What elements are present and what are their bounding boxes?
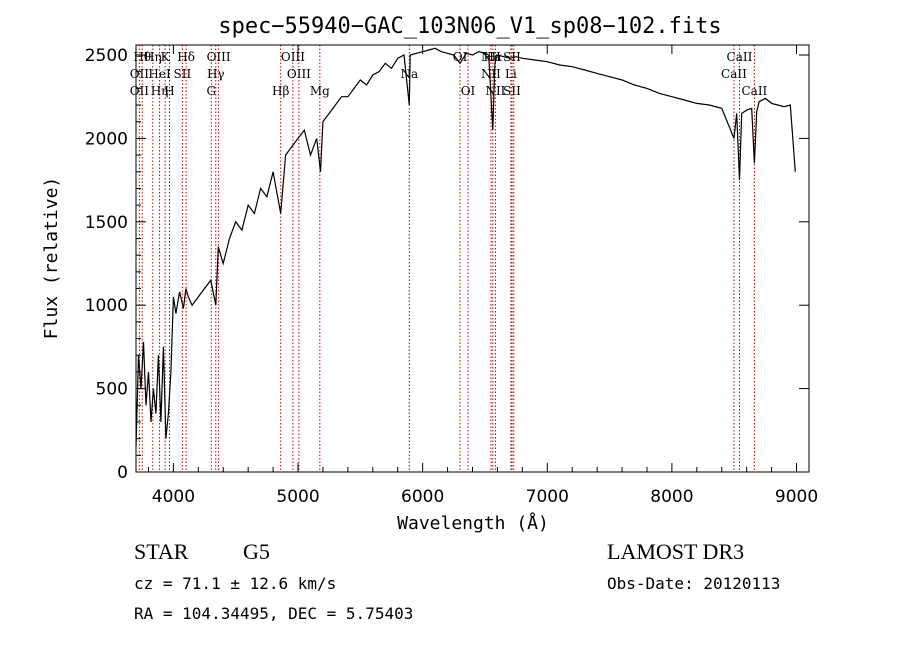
spectral-line-label: OII <box>130 84 150 98</box>
spectral-line-label: Hθ <box>133 50 151 64</box>
chart-title: spec−55940−GAC_103N06_V1_sp08−102.fits <box>218 14 721 39</box>
spectral-line-label: Hδ <box>177 50 195 64</box>
coordinates: RA = 104.34495, DEC = 5.75403 <box>134 604 413 623</box>
x-tick-label: 8000 <box>650 487 693 507</box>
spectral-line-label: SII <box>503 84 521 98</box>
spectral-line-label: SII <box>174 67 192 81</box>
spectral-line-label: NII <box>481 67 501 81</box>
y-axis-ticks: 0 500 1000 1500 2000 2500 <box>85 46 809 483</box>
redshift-cz: cz = 71.1 ± 12.6 km/s <box>134 574 336 593</box>
spectral-line-label: OIII <box>207 50 231 64</box>
x-tick-label: 5000 <box>276 487 319 507</box>
y-axis-label: Flux (relative) <box>41 177 62 340</box>
y-tick-label: 2000 <box>85 129 128 149</box>
spectral-line-label: Mg <box>310 84 330 98</box>
y-tick-label: 1000 <box>85 296 128 316</box>
observation-date: Obs-Date: 20120113 <box>607 574 780 593</box>
spectral-line-label: Hη <box>144 50 162 64</box>
spectral-line-label: OII <box>130 67 150 81</box>
spectral-line-label: HeI <box>148 67 171 81</box>
plot-frame <box>135 44 810 473</box>
spectral-line-label: H <box>164 84 174 98</box>
y-tick-label: 0 <box>117 463 128 483</box>
spectral-line-label: OI <box>461 84 476 98</box>
x-tick-label: 9000 <box>775 487 818 507</box>
x-axis-ticks: 4000 5000 6000 7000 8000 9000 <box>147 45 818 507</box>
y-tick-label: 500 <box>96 380 128 400</box>
spectral-line-label: CaII <box>721 67 747 81</box>
spectral-line-label: SII <box>503 50 521 64</box>
spectral-line-label: Hα <box>484 50 503 64</box>
x-tick-label: 7000 <box>526 487 569 507</box>
survey-name: LAMOST DR3 <box>607 539 744 564</box>
spectral-line-label: CaII <box>727 50 753 64</box>
spectral-line-label: OIII <box>281 50 305 64</box>
spectral-line-label: Hη <box>151 84 169 98</box>
x-tick-label: 4000 <box>152 487 195 507</box>
spectral-line-markers <box>138 45 755 472</box>
x-axis-label: Wavelength (Å) <box>397 512 549 534</box>
spectral-line-label: K <box>161 50 171 64</box>
y-tick-label: 1500 <box>85 213 128 233</box>
object-subclass: G5 <box>243 539 270 564</box>
spectral-line-label: OI <box>453 50 468 64</box>
spectral-line-label: G <box>206 84 216 98</box>
object-class: STAR <box>134 539 189 564</box>
spectral-line-labels: OIIOIIHθHηHeIHηKHSIIHδGHγOIIIHβOIIIOIIIM… <box>130 50 768 98</box>
spectral-line-label: Hγ <box>207 67 225 81</box>
y-tick-label: 2500 <box>85 46 128 66</box>
spectral-line-label: OIII <box>287 67 311 81</box>
spectrum-line <box>135 47 796 448</box>
spectral-line-label: Li <box>505 67 517 81</box>
spectral-line-label: CaII <box>741 84 767 98</box>
spectral-line-label: Hβ <box>272 84 289 98</box>
plot-area: OIIOIIHθHηHeIHηKHSIIHδGHγOIIIHβOIIIOIIIM… <box>85 44 818 507</box>
x-tick-label: 6000 <box>401 487 444 507</box>
